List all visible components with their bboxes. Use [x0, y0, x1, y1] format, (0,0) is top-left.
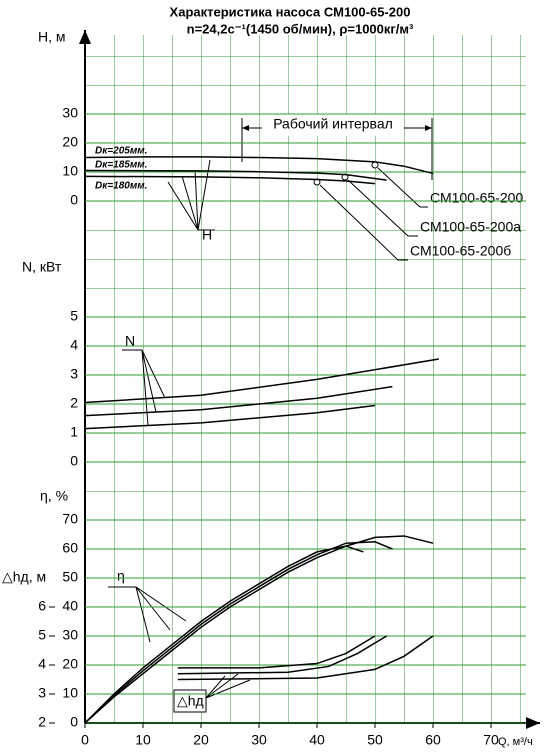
y-tick-label: 20	[62, 134, 78, 150]
annotation: N	[125, 333, 135, 349]
y-axis-label: N, кВт	[22, 259, 62, 275]
data-line	[84, 385, 393, 417]
y-tick-label: 4	[38, 656, 46, 672]
data-line	[84, 175, 376, 185]
series-label: СМ100-65-200б	[410, 243, 511, 259]
data-line	[177, 635, 387, 675]
x-tick-label: 30	[251, 732, 267, 748]
y-tick-label: 10	[62, 685, 78, 701]
y-tick-label: 10	[62, 163, 78, 179]
y-tick-label: 5	[38, 627, 46, 643]
y-tick-label: 50	[62, 569, 78, 585]
y-axis-label: △hд, м	[2, 569, 46, 585]
y-tick-label: 3	[38, 685, 46, 701]
annotation: Dк=180мм.	[95, 181, 147, 192]
x-tick-label: 10	[135, 732, 151, 748]
chart-title: Характеристика насоса СМ100-65-200	[170, 4, 411, 19]
data-line	[84, 540, 393, 724]
y-tick-label: 5	[70, 308, 78, 324]
annotation: H	[202, 227, 212, 243]
annotation-box	[262, 114, 404, 136]
leader	[319, 167, 428, 261]
data-line	[84, 535, 434, 724]
data-line	[84, 545, 364, 724]
annotation-box	[173, 689, 207, 713]
data-line	[177, 635, 434, 681]
y-tick-label: 2	[70, 395, 78, 411]
series-label: СМ100-65-200	[430, 190, 523, 206]
y-tick-label: 0	[70, 192, 78, 208]
leader	[167, 159, 215, 231]
annotation: Dк=205мм.	[95, 146, 147, 157]
y-tick-label: 3	[70, 366, 78, 382]
annotation: Dк=185мм.	[95, 160, 147, 171]
series-label: СМ100-65-200а	[420, 219, 521, 235]
y-tick-label: 1	[70, 424, 78, 440]
data-line	[84, 358, 439, 404]
data-line	[84, 169, 387, 181]
y-tick-label: 20	[62, 656, 78, 672]
y-tick-label: 6	[38, 598, 46, 614]
y-axis-label: H, м	[38, 29, 66, 45]
annotation: △hд	[177, 693, 204, 709]
y-tick-label: 0	[70, 453, 78, 469]
x-tick-label: 60	[425, 732, 441, 748]
annotation: Рабочий интервал	[273, 116, 393, 132]
x-tick-label: 40	[309, 732, 325, 748]
annotation: η	[117, 568, 125, 584]
y-tick-label: 30	[62, 105, 78, 121]
y-tick-label: 60	[62, 540, 78, 556]
x-tick-label: 50	[367, 732, 383, 748]
y-tick-label: 4	[70, 337, 78, 353]
x-axis-label: Q, м³/ч	[498, 736, 533, 748]
x-tick-label: 0	[81, 732, 89, 748]
y-tick-label: 0	[70, 714, 78, 730]
leader	[108, 586, 187, 643]
y-axis-label: η, %	[40, 488, 68, 504]
chart-subtitle: n=24,2c⁻¹(1450 об/мин), ρ=1000кг/м³	[187, 21, 414, 36]
data-line	[84, 404, 376, 430]
y-tick-label: 2	[38, 714, 46, 730]
grid-background	[85, 35, 526, 723]
data-line	[177, 635, 376, 669]
x-tick-label: 70	[483, 732, 499, 748]
y-tick-label: 30	[62, 627, 78, 643]
x-tick-label: 20	[193, 732, 209, 748]
y-tick-label: 70	[62, 511, 78, 527]
y-tick-label: 40	[62, 598, 78, 614]
data-line	[84, 156, 434, 175]
